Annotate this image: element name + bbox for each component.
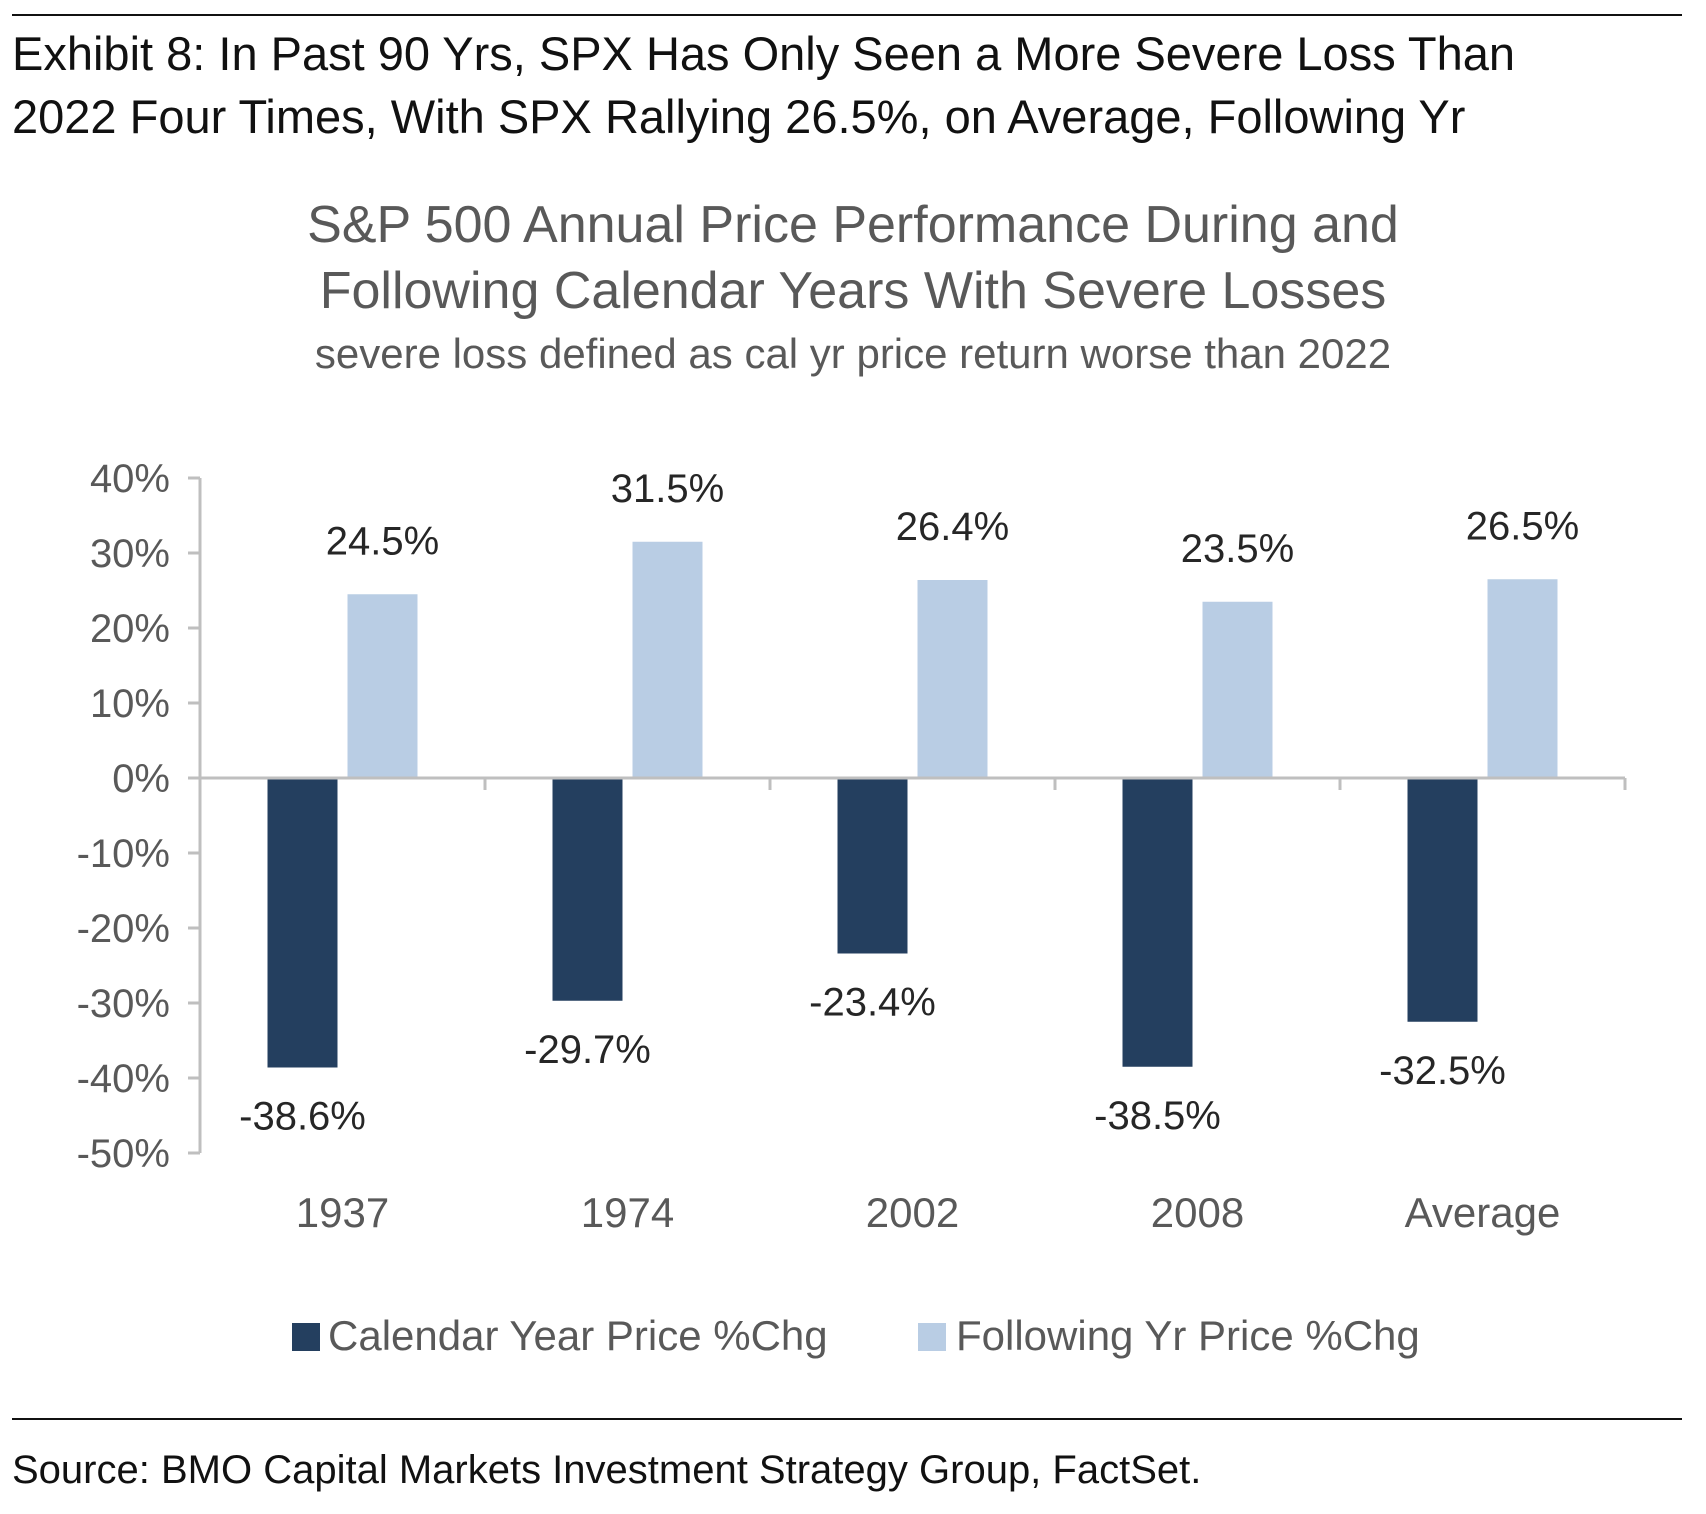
data-label-calendar-year: -38.6% [239, 1095, 366, 1139]
bar-following-year [1202, 601, 1273, 778]
y-tick-label: -10% [77, 832, 170, 876]
legend-label-following-year: Following Yr Price %Chg [956, 1312, 1420, 1359]
exhibit-title-line-1: Exhibit 8: In Past 90 Yrs, SPX Has Only … [12, 27, 1516, 80]
legend-label-calendar-year: Calendar Year Price %Chg [328, 1312, 828, 1359]
bar-calendar-year [1122, 778, 1193, 1067]
chart-title-line-2: Following Calendar Years With Severe Los… [320, 262, 1387, 320]
bottom-rule [12, 1418, 1682, 1420]
plot-area: 40% 30% 20% 10% 0% -10% -20% -30% -40% -50% -38.6%… [77, 457, 1627, 1236]
bar-calendar-year [837, 778, 908, 954]
data-label-following-year: 31.5% [611, 467, 724, 511]
bar-following-year [917, 580, 988, 778]
y-tick-label: 40% [90, 457, 170, 501]
chart-title-line-1: S&P 500 Annual Price Performance During … [307, 196, 1399, 254]
y-tick-label: 0% [112, 757, 170, 801]
data-label-following-year: 26.4% [896, 505, 1009, 549]
source-note: Source: BMO Capital Markets Investment S… [12, 1448, 1202, 1492]
y-tick-label: -30% [77, 982, 170, 1026]
legend-swatch-following-year [918, 1323, 946, 1351]
bar-following-year [632, 541, 703, 778]
data-label-calendar-year: -29.7% [524, 1028, 651, 1072]
data-label-following-year: 23.5% [1181, 527, 1294, 571]
y-tick-label: 20% [90, 607, 170, 651]
legend: Calendar Year Price %Chg Following Yr Pr… [292, 1312, 1420, 1359]
x-category-label: Average [1405, 1189, 1561, 1236]
bar-calendar-year [267, 778, 338, 1068]
x-category-label: 1974 [581, 1189, 674, 1236]
data-label-calendar-year: -23.4% [809, 981, 936, 1025]
exhibit-title: Exhibit 8: In Past 90 Yrs, SPX Has Only … [12, 22, 1692, 148]
x-category-label: 2008 [1151, 1189, 1244, 1236]
bar-calendar-year [552, 778, 623, 1001]
x-category-label: 2002 [866, 1189, 959, 1236]
exhibit-title-line-2: 2022 Four Times, With SPX Rallying 26.5%… [12, 90, 1466, 143]
data-label-calendar-year: -38.5% [1094, 1094, 1221, 1138]
y-tick-label: 30% [90, 532, 170, 576]
x-category-label: 1937 [296, 1189, 389, 1236]
data-label-calendar-year: -32.5% [1379, 1049, 1506, 1093]
y-tick-label: -20% [77, 907, 170, 951]
y-tick-label: -50% [77, 1132, 170, 1176]
top-rule [12, 14, 1682, 16]
legend-swatch-calendar-year [292, 1323, 320, 1351]
data-label-following-year: 26.5% [1466, 504, 1579, 548]
chart-subtitle: severe loss defined as cal yr price retu… [315, 330, 1391, 377]
bar-chart: S&P 500 Annual Price Performance During … [77, 196, 1627, 1359]
bar-following-year [1487, 579, 1558, 778]
data-label-following-year: 24.5% [326, 519, 439, 563]
y-tick-label: -40% [77, 1057, 170, 1101]
bar-calendar-year [1407, 778, 1478, 1022]
bar-following-year [347, 594, 418, 778]
y-tick-label: 10% [90, 682, 170, 726]
